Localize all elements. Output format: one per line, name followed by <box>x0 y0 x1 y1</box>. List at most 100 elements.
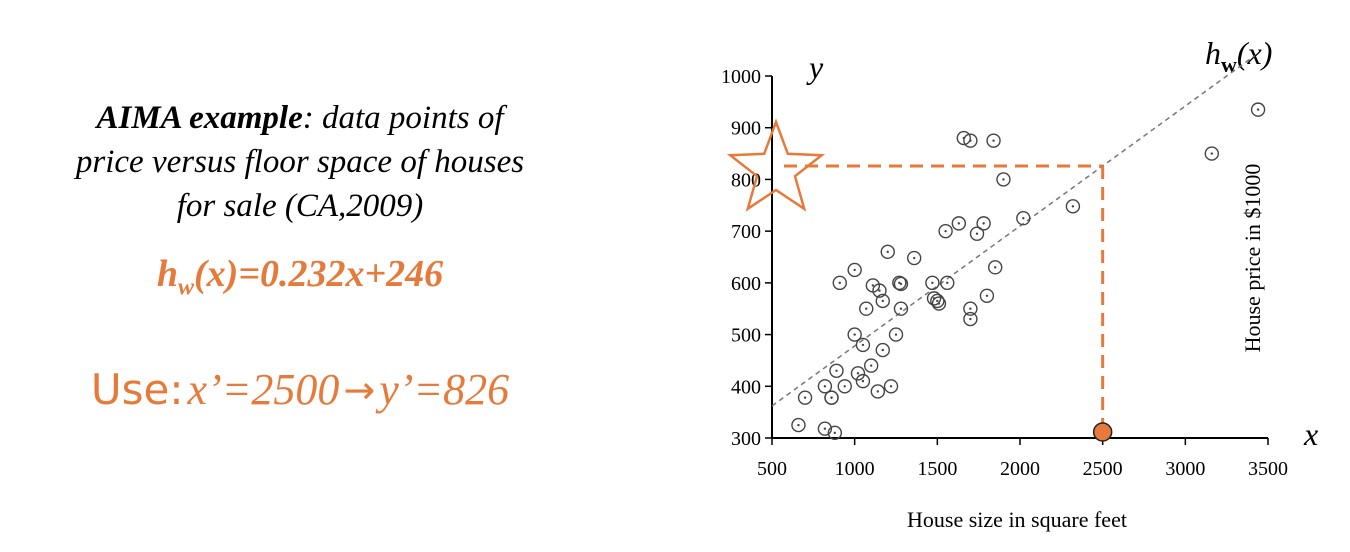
data-point <box>888 327 904 342</box>
data-point <box>893 301 909 316</box>
data-point <box>880 244 895 260</box>
data-point <box>931 296 947 311</box>
y-tick-label: 700 <box>731 221 761 243</box>
hypothesis-label-subscript: w <box>1221 52 1237 77</box>
x-tick-label: 2500 <box>1083 458 1123 480</box>
data-point <box>850 366 866 381</box>
x-tick-label: 2000 <box>1000 458 1040 480</box>
data-point <box>791 417 806 433</box>
data-point <box>969 226 985 241</box>
data-point-center <box>946 281 949 285</box>
data-point <box>986 133 1001 148</box>
data-point-center <box>823 385 827 388</box>
data-point <box>829 363 844 378</box>
data-point <box>988 260 1003 275</box>
data-point <box>963 133 978 148</box>
arrow-right-icon: → <box>343 367 376 412</box>
data-point <box>855 373 871 389</box>
data-point <box>906 250 922 266</box>
data-point <box>817 421 833 436</box>
use-y-value: y’=826 <box>379 365 510 414</box>
x-tick-label: 3000 <box>1165 458 1205 480</box>
data-point-center <box>881 348 884 352</box>
data-point <box>979 288 995 303</box>
data-point-center <box>843 385 846 388</box>
formula-rhs: (x)=0.232x+246 <box>194 253 444 295</box>
data-point-center <box>876 390 880 393</box>
data-point-center <box>853 268 856 272</box>
y-tick-label: 400 <box>731 376 761 398</box>
use-x-value: x’=2500 <box>187 365 340 414</box>
data-point-center <box>936 299 939 303</box>
data-point <box>875 342 890 358</box>
data-point-center <box>899 282 903 286</box>
data-point <box>824 390 839 405</box>
description-line-1: AIMA example: data points of <box>0 96 600 140</box>
data-point <box>837 379 852 394</box>
hypothesis-label-h: h <box>1205 35 1221 71</box>
data-point-center <box>957 222 961 225</box>
text-panel: AIMA example: data points of price versu… <box>0 0 600 552</box>
description-highlight: AIMA example <box>96 100 303 136</box>
x-axis-title: House size in square feet <box>907 507 1127 532</box>
data-point-center <box>894 333 898 336</box>
data-point-center <box>861 379 865 383</box>
data-point-center <box>1002 178 1005 181</box>
data-point <box>963 311 978 327</box>
data-point <box>797 390 813 405</box>
data-point-center <box>838 281 841 285</box>
scatter-chart: 500 1000 1500 2000 2500 3000 3500 300 400 500 600 7… <box>721 35 1318 532</box>
data-point <box>976 216 991 231</box>
data-point <box>817 379 833 394</box>
use-label: Use: <box>90 365 184 414</box>
data-point <box>875 293 890 309</box>
data-point-center <box>1210 152 1213 155</box>
data-point-center <box>982 222 985 225</box>
data-point <box>892 275 907 291</box>
data-point <box>1016 211 1031 226</box>
x-tick-label: 500 <box>757 458 787 480</box>
data-point-center <box>969 317 972 321</box>
description: AIMA example: data points of price versu… <box>0 96 600 228</box>
data-point-center <box>931 281 934 285</box>
data-point-center <box>823 427 827 430</box>
y-tick-label: 600 <box>731 273 761 295</box>
data-point-center <box>886 250 889 254</box>
data-point-center <box>1071 205 1075 208</box>
x-variable-label: x <box>1303 416 1318 452</box>
data-point <box>996 172 1011 187</box>
data-point <box>872 283 887 298</box>
data-point <box>864 358 879 373</box>
data-point-center <box>870 364 873 367</box>
description-rest: : data points of <box>302 100 504 136</box>
hypothesis-formula: hw(x)=0.232x+246 <box>0 252 600 302</box>
data-point-center <box>1022 217 1025 220</box>
data-point-center <box>985 294 989 297</box>
data-point-center <box>994 266 997 269</box>
data-point <box>1065 199 1081 214</box>
x-tick-label: 3500 <box>1248 458 1288 480</box>
data-point <box>870 384 886 399</box>
data-point <box>951 216 967 231</box>
data-point <box>832 275 847 291</box>
data-point-center <box>856 372 860 375</box>
data-point-center <box>803 396 807 399</box>
description-line-3: for sale (CA,2009) <box>176 188 424 224</box>
data-point-center <box>912 256 916 260</box>
data-point-center <box>878 289 881 292</box>
formula-subscript: w <box>178 274 195 301</box>
y-tick-label: 500 <box>731 325 761 347</box>
x-tick-label: 1000 <box>835 458 875 480</box>
hypothesis-label: hw(x) <box>1205 35 1272 77</box>
y-variable-label: y <box>806 49 824 85</box>
data-point-center <box>899 307 903 310</box>
data-point <box>938 223 953 239</box>
hypothesis-label-args: (x) <box>1237 35 1273 71</box>
y-tick-label: 900 <box>731 118 761 140</box>
data-point <box>940 275 955 291</box>
data-point-center <box>853 333 856 336</box>
data-point-center <box>975 232 979 235</box>
data-point <box>847 327 862 342</box>
data-point-center <box>861 343 865 347</box>
y-tick-label: 1000 <box>721 66 761 88</box>
